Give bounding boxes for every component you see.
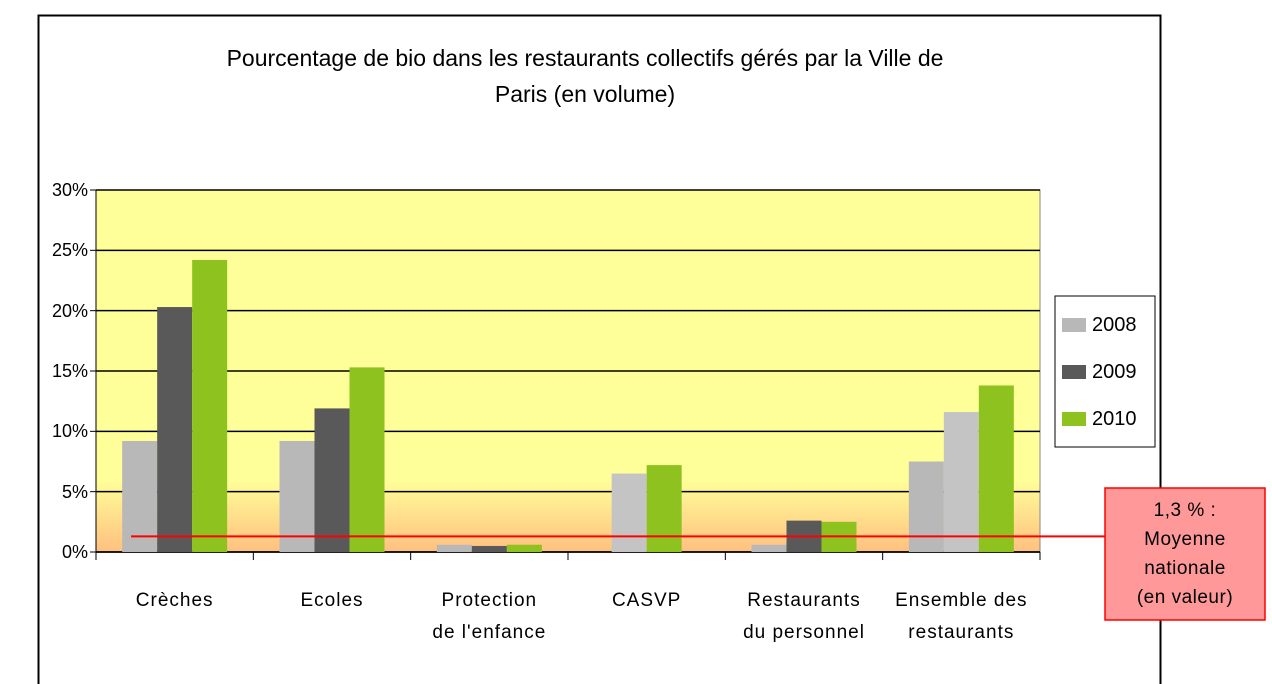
- y-tick-label: 5%: [61, 481, 88, 502]
- y-tick-label: 25%: [51, 240, 88, 261]
- x-tick-label: Crèches: [135, 590, 214, 611]
- annotation: 1,3 % : Moyenne nationale (en valeur): [1136, 500, 1234, 608]
- bar: [349, 367, 385, 552]
- x-tick-label: Ensemble des restaurants: [895, 590, 1028, 643]
- y-tick-label: 0%: [61, 542, 88, 562]
- legend-swatch: [1062, 318, 1086, 332]
- x-tick-label: Protection de l'enfance: [432, 590, 547, 643]
- y-tick-label: 10%: [51, 421, 88, 442]
- annotation-box: [1104, 487, 1266, 621]
- bar: [506, 544, 542, 552]
- chart-title: Pourcentage de bio dans les restaurants …: [226, 45, 944, 107]
- x-tick-label: Restaurants du personnel: [743, 590, 865, 643]
- bar: [436, 544, 472, 552]
- y-tick-label: 30%: [51, 180, 88, 200]
- bar: [157, 307, 193, 552]
- bar: [279, 440, 315, 552]
- y-tick-label: 20%: [51, 300, 88, 321]
- bar: [978, 385, 1014, 552]
- bar: [611, 473, 647, 552]
- bar: [314, 408, 350, 552]
- legend-swatch: [1062, 365, 1086, 379]
- bar: [751, 544, 787, 552]
- legend-swatch: [1062, 412, 1086, 426]
- bar: [943, 412, 979, 552]
- bar: [192, 259, 228, 552]
- legend-label: 2010: [1092, 408, 1137, 430]
- y-tick-label: 15%: [51, 361, 88, 381]
- legend-label: 2008: [1092, 314, 1137, 336]
- legend-label: 2009: [1092, 361, 1137, 383]
- x-tick-label: Ecoles: [300, 590, 364, 611]
- bar: [471, 545, 507, 552]
- x-tick-label: CASVP: [611, 590, 682, 611]
- bar: [122, 440, 158, 552]
- bar: [646, 465, 682, 552]
- bar: [908, 461, 944, 552]
